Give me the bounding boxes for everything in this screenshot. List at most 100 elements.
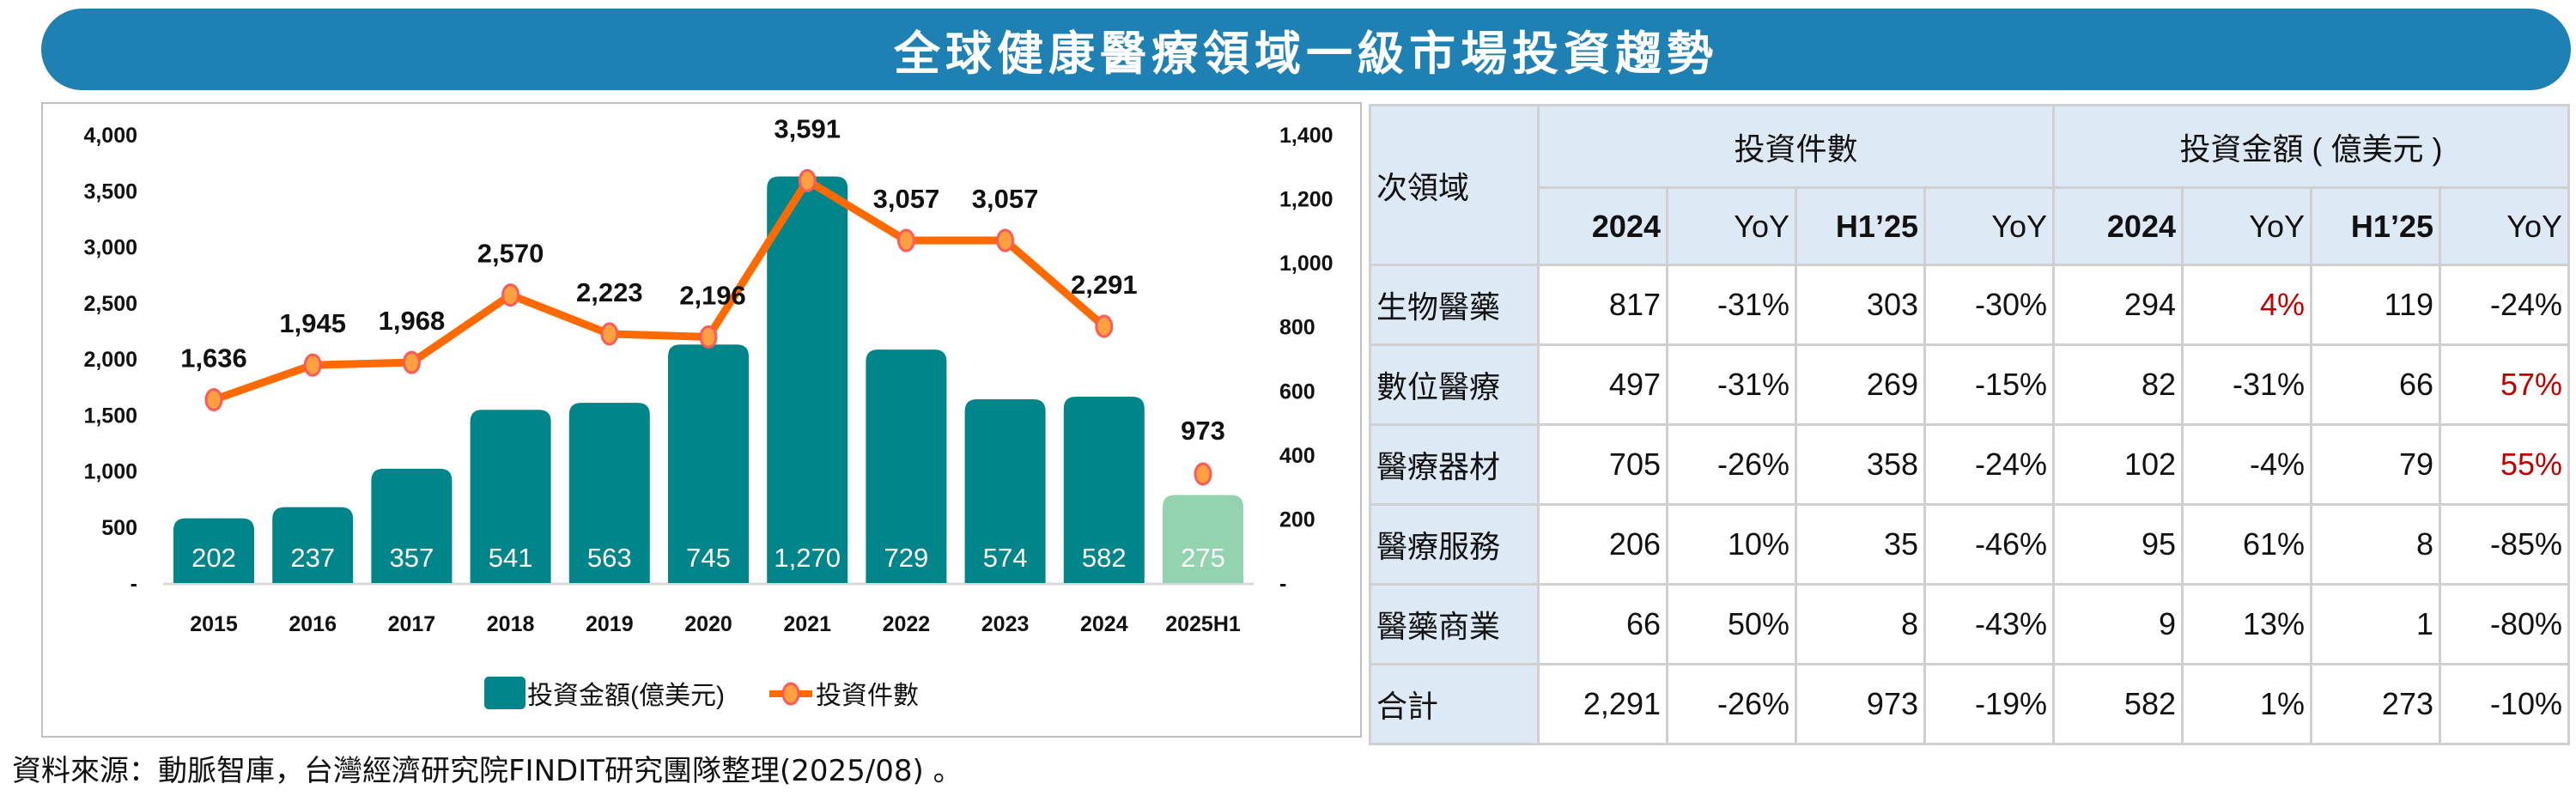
right-axis-tick: 200: [1279, 507, 1315, 532]
investment-table: 次領域 投資件數 投資金額 ( 億美元 ) 2024 YoY H1’25 YoY 2024…: [1369, 104, 2570, 745]
table-row: 醫療服務 206 10% 35 -46% 95 61% 8 -85%: [1369, 503, 2570, 586]
right-axis-tick: -: [1279, 572, 1286, 596]
legend-bar-label: 投資金額(億美元): [527, 682, 725, 710]
right-axis-tick: 800: [1279, 316, 1315, 340]
table-cell: 102: [2052, 423, 2184, 506]
table-cell: -43%: [1923, 583, 2055, 665]
table-cell: 119: [2310, 264, 2441, 346]
column-header: YoY: [1666, 186, 1797, 266]
table-cell: -15%: [1923, 343, 2055, 426]
table-cell: 2,291: [1537, 663, 1668, 745]
table-cell: 4%: [2181, 264, 2312, 346]
table-cell: 66: [1537, 583, 1668, 665]
x-axis-tick: 2019: [586, 612, 634, 636]
table-cell: -85%: [2439, 503, 2570, 586]
table-row: 數位醫療 497 -31% 269 -15% 82 -31% 66 57%: [1369, 343, 2570, 426]
table-cell: 61%: [2181, 503, 2312, 586]
column-header: YoY: [2439, 186, 2570, 266]
corner-header: 次領域: [1369, 104, 1540, 266]
count-value-label: 2,223: [576, 277, 643, 307]
right-axis-tick: 400: [1279, 444, 1315, 468]
table-cell: 95: [2052, 503, 2184, 586]
right-axis-tick: 1,200: [1279, 188, 1334, 212]
count-value-label: 2,570: [477, 239, 544, 269]
group-header-count: 投資件數: [1537, 104, 2055, 189]
bar-value-label: 357: [390, 543, 434, 573]
count-value-label: 3,591: [774, 113, 841, 143]
row-label: 生物醫藥: [1369, 264, 1540, 346]
table-cell: -24%: [1923, 423, 2055, 506]
table-row: 合計 2,291 -26% 973 -19% 582 1% 273 -10%: [1369, 663, 2570, 745]
table-cell: -46%: [1923, 503, 2055, 586]
table-cell: 9: [2052, 583, 2184, 665]
bar-value-label: 582: [1082, 543, 1127, 573]
count-marker: [1095, 314, 1114, 338]
row-label: 醫療服務: [1369, 503, 1540, 586]
column-header: 2024: [2052, 186, 2184, 266]
table-cell: 8: [1795, 583, 1926, 665]
count-marker: [896, 228, 915, 252]
count-value-label: 3,057: [972, 184, 1039, 214]
x-axis-tick: 2015: [190, 612, 238, 636]
count-marker: [501, 283, 520, 307]
bar-2016: [272, 507, 354, 583]
column-header: H1’25: [2310, 186, 2441, 266]
count-value-label: 1,636: [180, 343, 247, 374]
x-axis-tick: 2018: [487, 612, 535, 636]
bar-value-label: 1,270: [774, 543, 841, 573]
count-marker: [600, 322, 619, 346]
table-cell: 817: [1537, 264, 1668, 346]
bar-value-label: 237: [290, 543, 335, 573]
table-cell: -24%: [2439, 264, 2570, 346]
x-axis-tick: 2024: [1080, 612, 1128, 636]
table-cell: -10%: [2439, 663, 2570, 745]
column-header: YoY: [2181, 186, 2312, 266]
table-cell: -31%: [1666, 264, 1797, 346]
table-cell: -19%: [1923, 663, 2055, 745]
table-cell: -26%: [1666, 663, 1797, 745]
right-axis-tick: 1,400: [1279, 124, 1334, 148]
bar-value-label: 729: [884, 543, 929, 573]
count-value-label: 1,945: [279, 308, 346, 338]
table-cell: 82: [2052, 343, 2184, 426]
bar-2022: [866, 349, 947, 583]
left-axis-tick: 500: [101, 516, 137, 540]
left-axis-tick: 4,000: [83, 124, 137, 148]
table-cell: 66: [2310, 343, 2441, 426]
row-label: 數位醫療: [1369, 343, 1540, 426]
bar-2023: [964, 398, 1046, 583]
bar-value-label: 563: [587, 543, 632, 573]
column-header: YoY: [1923, 186, 2055, 266]
table-cell: 303: [1795, 264, 1926, 346]
x-axis-tick: 2021: [783, 612, 831, 636]
column-header: H1’25: [1795, 186, 1926, 266]
table-cell: -26%: [1666, 423, 1797, 506]
table-cell: 13%: [2181, 583, 2312, 665]
left-axis-tick: 1,000: [83, 460, 137, 484]
table-cell: 50%: [1666, 583, 1797, 665]
x-axis-tick: 2016: [289, 612, 337, 636]
title-banner: 全球健康醫療領域一級市場投資趨勢: [41, 9, 2571, 90]
source-note: 資料來源：動脈智庫，台灣經濟研究院FINDIT研究團隊整理(2025/08) 。: [12, 754, 963, 788]
table-cell: -4%: [2181, 423, 2312, 506]
count-value-label: 2,196: [679, 280, 746, 310]
page-title: 全球健康醫療領域一級市場投資趨勢: [894, 27, 1718, 81]
table-cell: 973: [1795, 663, 1926, 745]
x-axis-tick: 2017: [388, 612, 436, 636]
table-cell: 57%: [2439, 343, 2570, 426]
count-value-label: 3,057: [873, 184, 940, 214]
row-label: 醫藥商業: [1369, 583, 1540, 665]
bar-2024: [1063, 396, 1145, 583]
x-axis-tick: 2025H1: [1165, 612, 1241, 636]
count-value-label: 2,291: [1071, 270, 1138, 300]
left-axis-tick: -: [131, 572, 137, 596]
count-marker: [996, 228, 1015, 252]
count-value-label: 973: [1181, 416, 1225, 446]
bar-value-label: 275: [1181, 543, 1225, 573]
right-axis-tick: 1,000: [1279, 252, 1334, 276]
x-axis-tick: 2020: [684, 612, 732, 636]
left-axis-tick: 2,500: [83, 292, 137, 316]
legend-line-marker: [781, 682, 800, 706]
bar-value-label: 202: [191, 543, 236, 573]
table-cell: -30%: [1923, 264, 2055, 346]
